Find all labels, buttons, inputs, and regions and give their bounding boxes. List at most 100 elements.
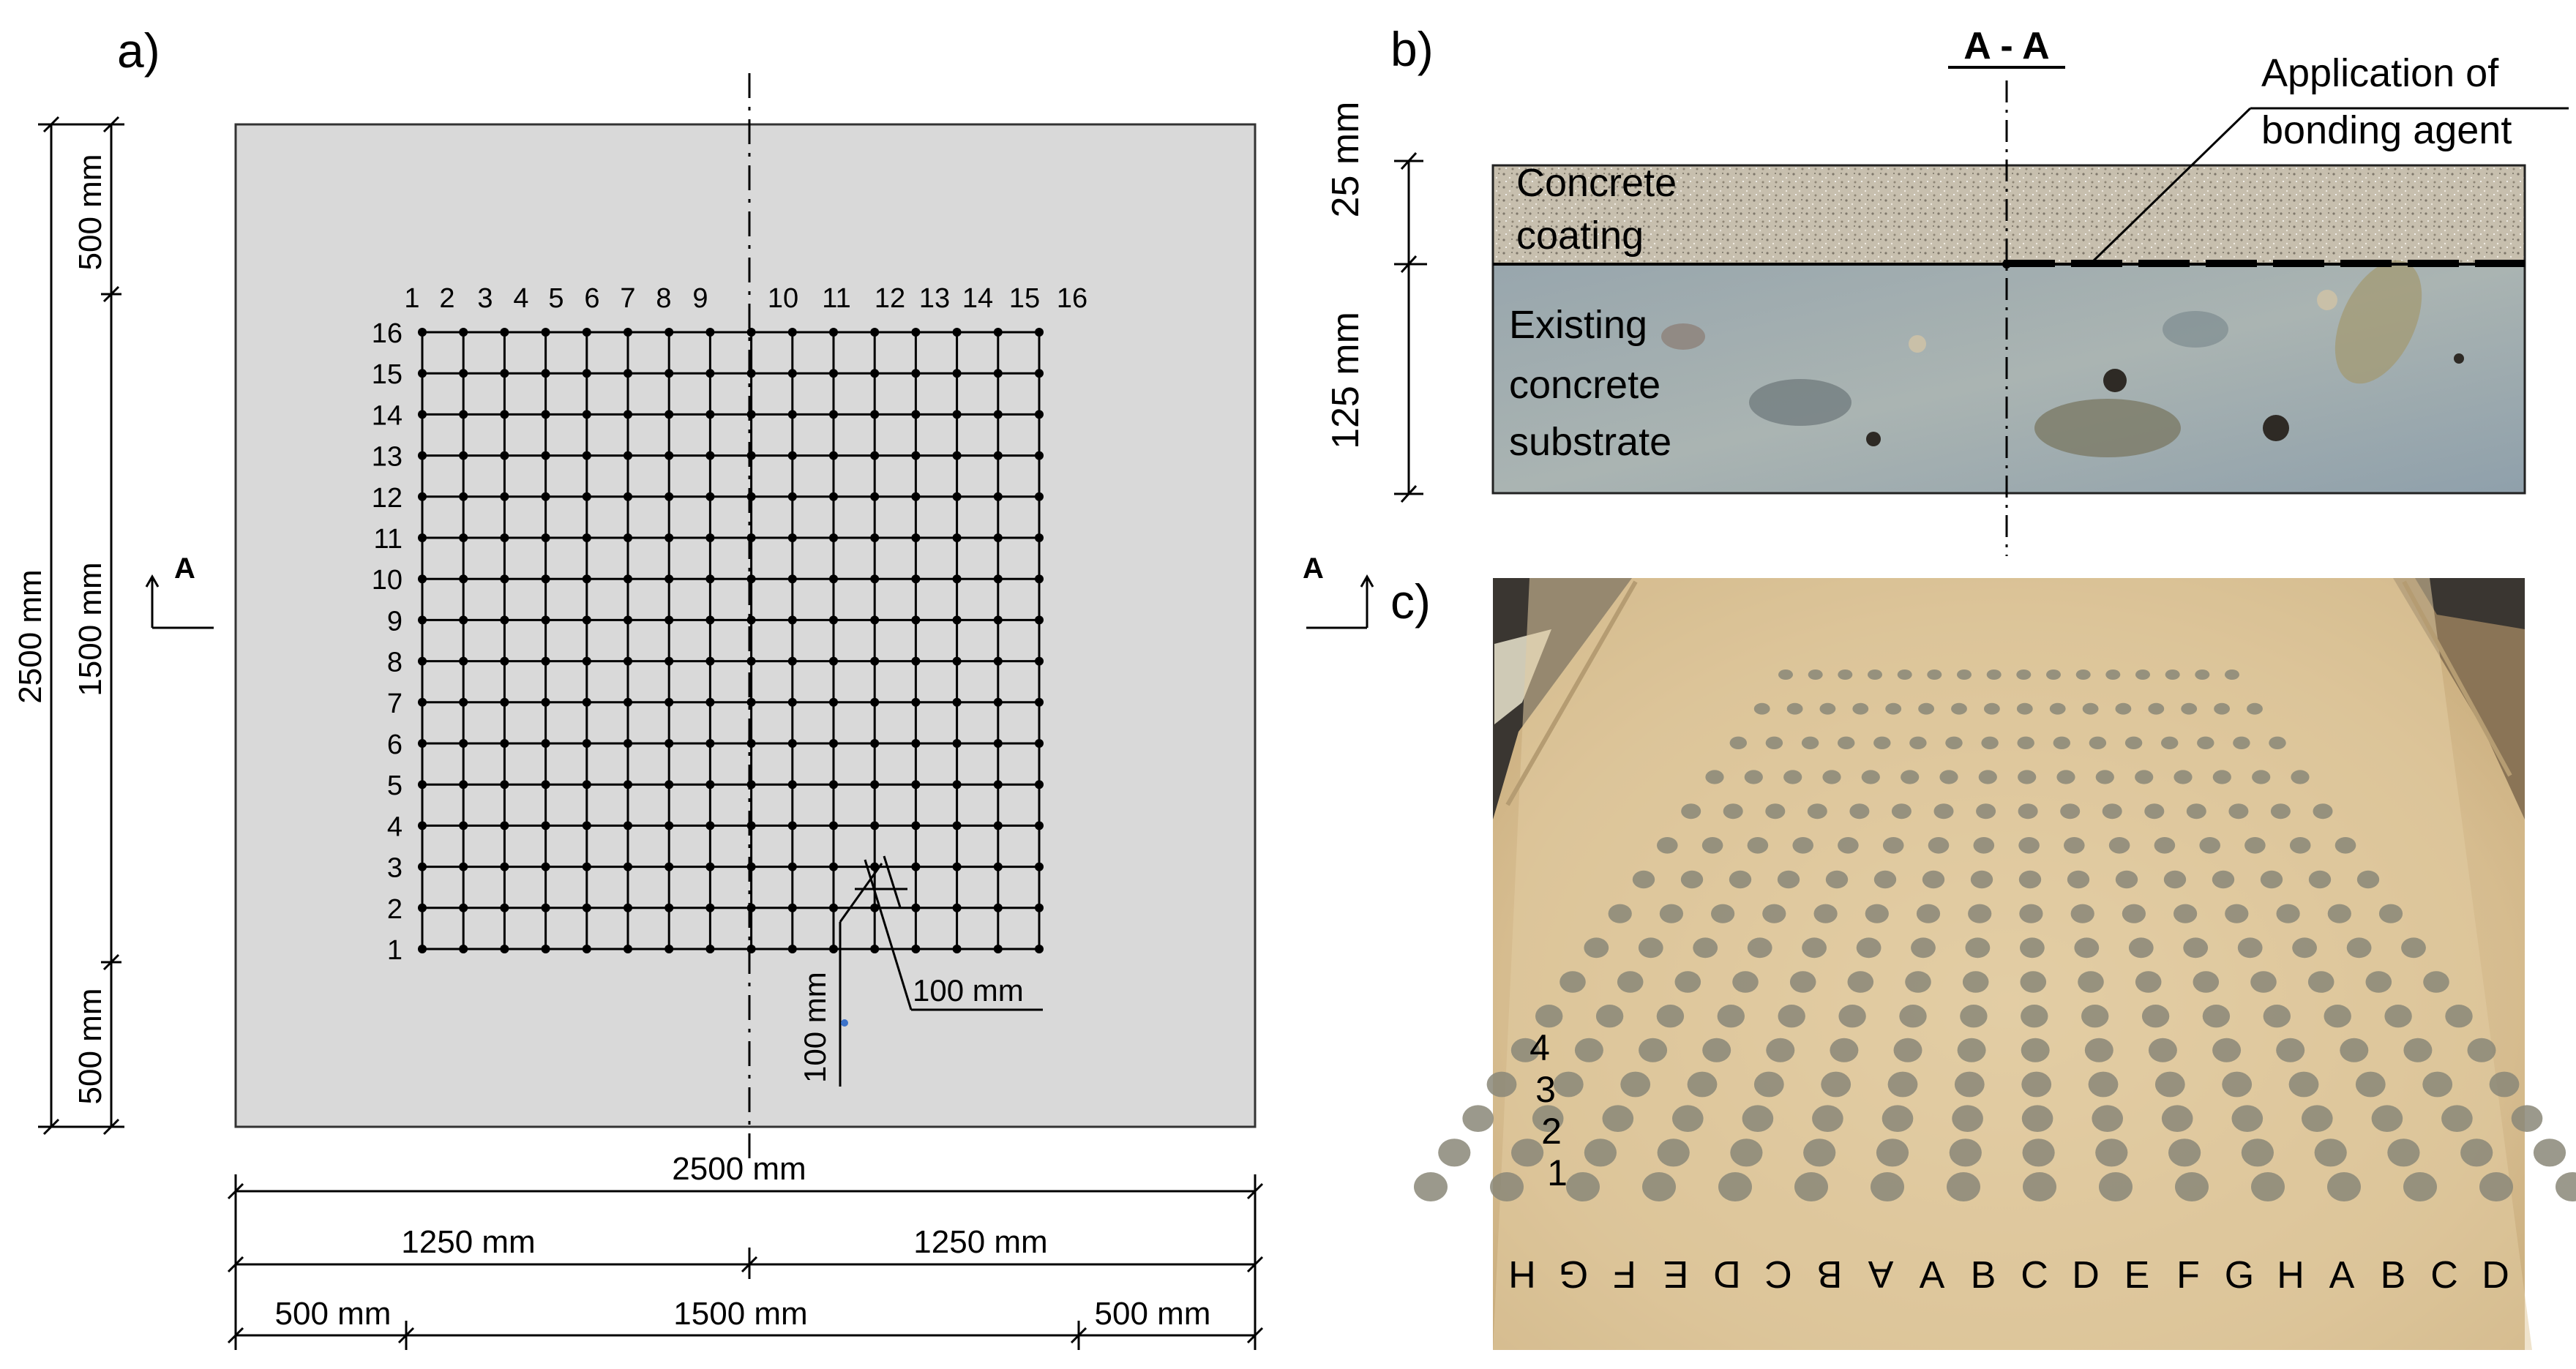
core-hole [2228,803,2249,819]
grid-node [418,780,427,789]
coating-thickness-label: 25 mm [1325,102,1367,218]
grid-node [459,492,468,501]
grid-node [787,697,797,707]
core-hole [2244,837,2266,854]
core-hole [2021,1005,2048,1028]
core-hole [2467,1038,2496,1062]
core-hole [2186,803,2206,819]
core-hole [1717,1005,1745,1028]
core-hole [2291,770,2310,784]
core-hole [1897,670,1912,680]
core-hole [2070,904,2094,923]
grid-node [911,739,921,748]
core-hole [1978,770,1997,784]
grid-node [459,533,468,542]
grid-row-label: 11 [374,524,402,555]
grid-node [582,615,591,625]
core-hole [1535,1005,1563,1028]
core-hole [2053,736,2070,749]
substrate-label-line3: substrate [1509,420,1671,464]
grid-node [993,821,1003,830]
core-hole [2108,837,2130,854]
core-hole [2222,1071,2253,1098]
core-hole [1584,1139,1617,1167]
core-hole [1510,1038,1540,1062]
handwritten-letter: B [1971,1254,1996,1297]
core-hole [2016,670,2032,680]
core-hole [2225,904,2249,923]
grid-node [829,615,838,625]
core-hole [1642,1172,1676,1201]
grid-node [993,574,1003,584]
core-hole [2233,736,2250,749]
grid-node [459,697,468,707]
grid-node [624,821,632,830]
grid-node [664,451,674,460]
core-hole [2308,870,2332,889]
grid-node [541,945,550,953]
core-hole [2403,1172,2437,1201]
core-hole [1681,803,1701,819]
core-hole [2018,770,2037,784]
substrate-label-line1: Existing [1509,303,1647,347]
grid-node [664,903,674,912]
grid-node [459,410,468,419]
core-hole [1786,702,1803,715]
grid-node [541,328,550,337]
grid-node [870,739,880,748]
core-hole [1560,971,1586,993]
core-hole [1803,1139,1836,1167]
core-hole [1893,1038,1922,1062]
grid-row-label: 6 [387,729,402,760]
core-hole [2082,702,2099,715]
handwritten-number: 2 [1541,1111,1562,1152]
grid-node [705,903,715,912]
grid-node [664,780,674,789]
core-hole [2289,837,2311,854]
grid-node [952,739,962,748]
grid-node [829,328,838,337]
handwritten-number: 1 [1547,1152,1568,1193]
grid-node [664,945,674,953]
grid-node [1035,821,1044,830]
core-hole [2161,1105,2193,1132]
core-hole [2049,702,2066,715]
dim-margin-left: 500 mm [275,1296,392,1332]
core-hole [1905,971,1931,993]
blue-marker-dot [841,1019,848,1027]
core-holes [1414,670,2576,1201]
core-hole [2135,971,2162,993]
core-hole [2089,736,2107,749]
grid-row-label: 1 [387,935,402,966]
core-hole [2175,1172,2209,1201]
grid-node [582,369,591,378]
core-hole [2016,702,2033,715]
core-hole [1962,971,1989,993]
core-hole [1595,1005,1624,1028]
core-hole [1822,770,1841,784]
core-hole [1873,736,1891,749]
grid-node [624,656,632,666]
core-hole [2307,971,2334,993]
left-dimensions [38,116,124,1136]
section-marker-left-label: A [174,552,195,585]
grid-node [829,369,838,378]
core-hole [2334,837,2356,854]
core-hole [2214,702,2231,715]
grid-node [746,410,756,419]
grid-node [459,574,468,584]
grid-node [787,615,797,625]
core-hole [2181,702,2198,715]
core-hole [1620,1071,1651,1098]
core-hole [2084,1038,2113,1062]
core-hole [2324,1005,2351,1028]
core-hole [2018,870,2042,889]
grid-node [993,739,1003,748]
core-hole [1783,770,1802,784]
core-hole [1830,1038,1859,1062]
core-hole [1970,870,1993,889]
core-hole [2356,870,2380,889]
core-hole [2327,1172,2361,1201]
grid-column-label: 9 [692,283,708,314]
grid-row-label: 16 [372,318,402,349]
